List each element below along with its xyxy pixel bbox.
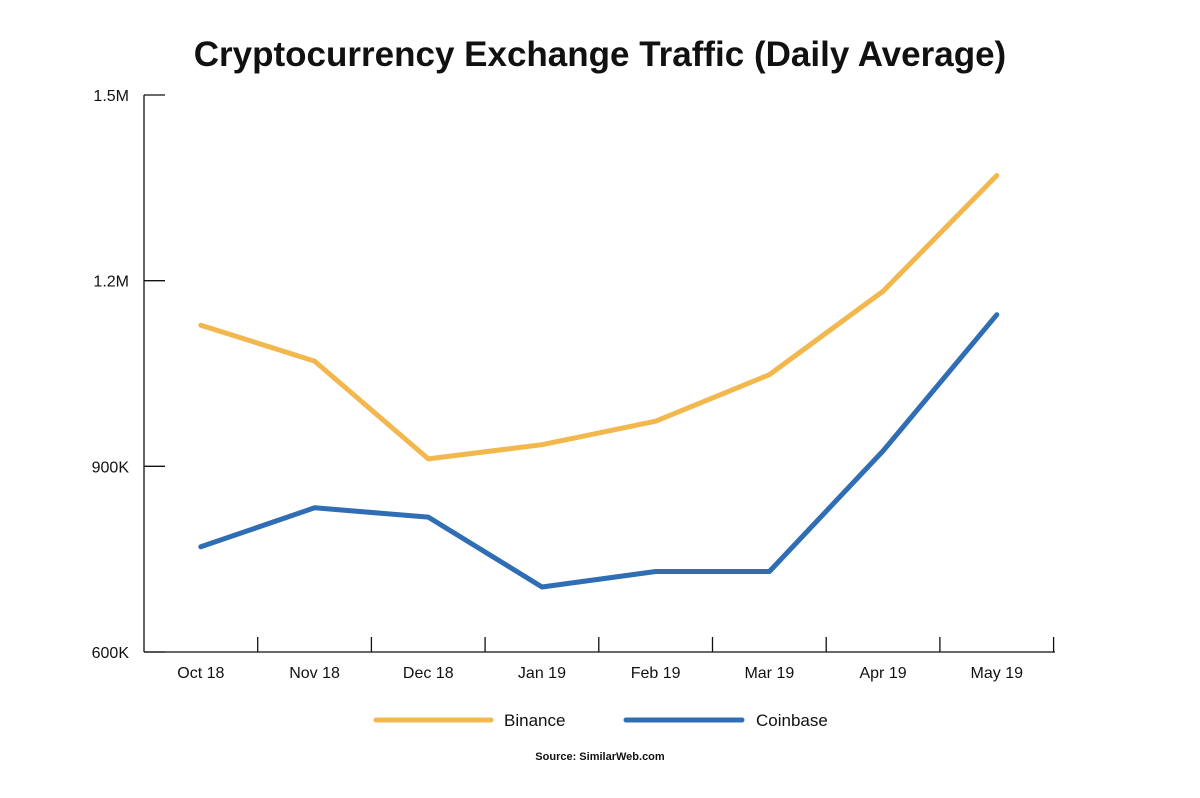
series-layer	[198, 173, 1000, 590]
legend: Binance Coinbase	[373, 711, 828, 730]
y-axis: 600K 900K 1.2M 1.5M	[92, 88, 165, 662]
x-tick-label: Apr 19	[859, 665, 906, 682]
x-tick-label: Nov 18	[289, 665, 340, 682]
legend-label-binance: Binance	[504, 711, 565, 730]
x-tick-label: Oct 18	[177, 665, 224, 682]
source-note: Source: SimilarWeb.com	[535, 751, 665, 763]
legend-label-coinbase: Coinbase	[756, 711, 828, 730]
y-tick-label: 1.2M	[93, 274, 129, 291]
coinbase-line	[198, 312, 1000, 590]
binance-line	[198, 173, 1000, 462]
x-tick-label: May 19	[971, 665, 1024, 682]
y-tick-label: 1.5M	[93, 88, 129, 105]
x-tick-label: Jan 19	[518, 665, 566, 682]
x-tick-label: Dec 18	[403, 665, 454, 682]
x-axis: Oct 18 Nov 18 Dec 18 Jan 19 Feb 19 Mar 19 Apr …	[144, 637, 1055, 682]
y-tick-label: 900K	[92, 459, 130, 476]
x-tick-label: Mar 19	[744, 665, 794, 682]
chart-title: Cryptocurrency Exchange Traffic (Daily A…	[194, 35, 1006, 74]
x-tick-label: Feb 19	[631, 665, 681, 682]
y-tick-label: 600K	[92, 645, 130, 662]
